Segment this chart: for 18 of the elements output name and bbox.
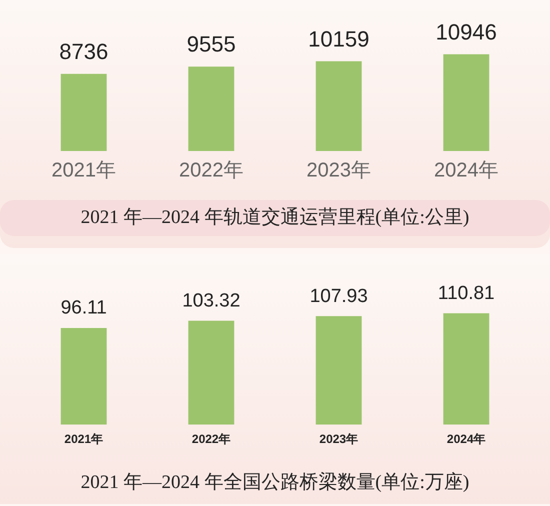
x-tick-label: 2021年 bbox=[52, 160, 116, 182]
data-label: 96.11 bbox=[60, 298, 107, 319]
data-label: 107.93 bbox=[310, 286, 368, 307]
data-label: 9555 bbox=[186, 32, 236, 57]
data-label: 10946 bbox=[436, 19, 497, 44]
x-tick-label: 2022年 bbox=[192, 432, 231, 446]
x-tick-label: 2024年 bbox=[434, 160, 498, 182]
data-label: 103.32 bbox=[182, 290, 240, 312]
x-tick-label: 2021年 bbox=[64, 432, 104, 446]
x-tick-label: 2024年 bbox=[446, 432, 486, 446]
text: 2021 年—2024 年轨道交通运营里程(单位:公里) bbox=[0, 200, 550, 236]
x-tick-label: 2022年 bbox=[179, 160, 244, 182]
data-label: 8736 bbox=[59, 38, 108, 64]
data-label: 10159 bbox=[308, 26, 370, 52]
text: 2021 年—2024 年全国公路桥梁数量(单位:万座) bbox=[80, 471, 470, 495]
x-tick-label: 2023年 bbox=[306, 160, 371, 182]
data-label: 110.81 bbox=[438, 282, 495, 304]
x-tick-label: 2023年 bbox=[319, 432, 358, 446]
